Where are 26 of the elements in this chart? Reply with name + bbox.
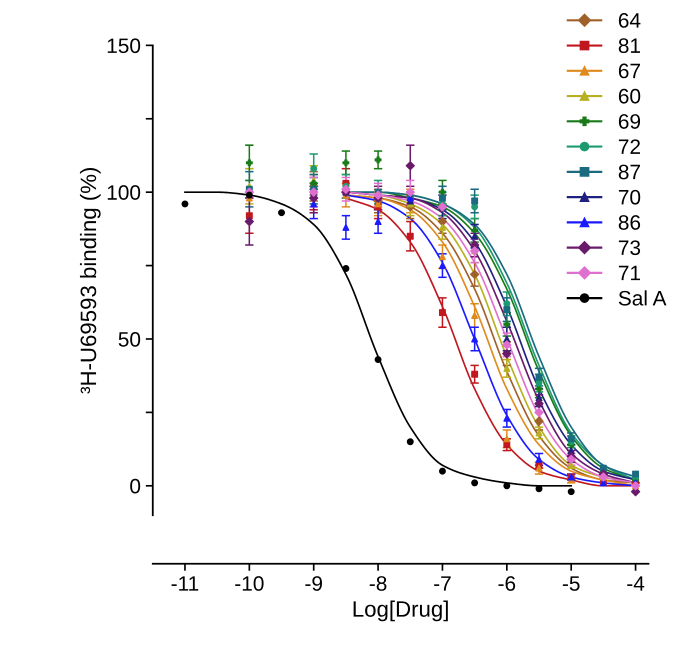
legend-label: 86: [618, 215, 640, 230]
legend-label: 69: [618, 114, 640, 129]
legend-label: 71: [618, 266, 640, 280]
y-tick-label: 100: [108, 185, 140, 200]
x-tick-label: -7: [434, 576, 451, 591]
x-tick-label: -11: [172, 576, 198, 591]
legend-label: 70: [618, 190, 640, 205]
x-tick-label: -9: [305, 576, 322, 591]
x-tick-label: -8: [370, 576, 386, 591]
legend-label: 67: [618, 64, 640, 78]
x-axis-title: Log[Drug]: [354, 600, 448, 622]
y-tick-label: 50: [118, 332, 140, 347]
y-axis-title: ³H-U69593 binding (%): [80, 168, 101, 394]
legend-label: 64: [618, 13, 640, 28]
legend-label: 72: [618, 139, 640, 154]
legend-label: 73: [618, 240, 640, 256]
x-tick-label: -10: [235, 576, 264, 591]
legend-label: 87: [618, 164, 640, 180]
y-tick-label: 0: [130, 478, 140, 494]
x-tick-label: -5: [562, 576, 580, 591]
legend-label: 60: [618, 88, 640, 104]
x-tick-label: -4: [627, 576, 644, 591]
legend-label: Sal A: [618, 290, 666, 306]
legend-label: 81: [618, 38, 640, 54]
x-tick-label: -6: [498, 576, 516, 591]
y-tick-label: 150: [108, 38, 140, 54]
